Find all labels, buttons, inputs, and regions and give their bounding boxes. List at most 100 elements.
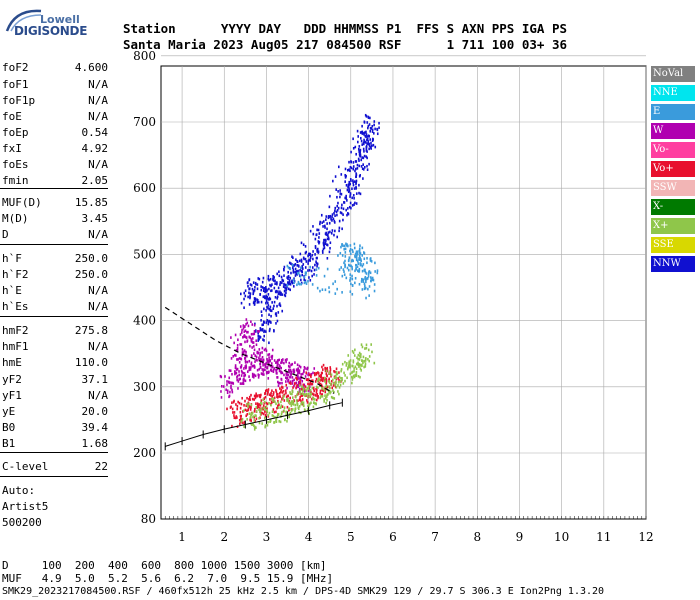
data-point-x (362, 361, 364, 365)
data-point-nnw (366, 135, 369, 138)
param-name-hmf2: hmF2 (2, 324, 29, 337)
data-point-x (241, 417, 244, 421)
data-point-x (283, 394, 285, 398)
data-point-w (284, 368, 287, 372)
data-point-e (344, 263, 346, 267)
data-point-nnw (326, 222, 328, 225)
data-point-w (244, 366, 247, 370)
data-point-nnw (357, 140, 359, 144)
param-value-yf2: 37.1 (81, 373, 109, 386)
data-point-nnw (304, 279, 307, 283)
data-point-vo (263, 412, 265, 416)
data-point-x (311, 386, 314, 390)
data-point-vo (273, 396, 276, 400)
data-point-w (258, 367, 261, 371)
data-point-nnw (361, 156, 363, 159)
data-point-vo (321, 393, 323, 396)
data-point-x (277, 412, 279, 416)
data-point-x (261, 402, 263, 405)
data-point-w (267, 377, 270, 380)
param-name-mufd: MUF(D) (2, 196, 42, 209)
data-point-nnw (359, 153, 362, 157)
data-point-w (303, 369, 305, 372)
data-point-vo (320, 373, 323, 377)
data-point-x (334, 374, 337, 378)
data-point-nnw (268, 298, 270, 301)
data-point-nnw (352, 161, 355, 164)
y-tick-label: 700 (133, 115, 156, 129)
data-point-vo (233, 411, 236, 414)
data-point-w (276, 376, 279, 379)
data-point-nnw (338, 219, 341, 223)
data-point-nnw (321, 249, 324, 253)
data-point-x (289, 411, 292, 415)
data-point-x (243, 425, 245, 428)
data-point-nnw (307, 254, 309, 258)
data-point-w (239, 377, 242, 381)
data-point-nnw (340, 173, 343, 176)
data-point-w (256, 359, 258, 362)
data-point-nnw (346, 188, 349, 192)
legend-item-sse: SSE (651, 237, 695, 253)
data-point-nnw (324, 241, 327, 245)
data-point-vo (299, 382, 301, 386)
data-point-w (297, 371, 299, 375)
data-point-vo (256, 402, 259, 405)
data-point-x (323, 400, 325, 403)
data-point-nnw (346, 168, 349, 172)
data-point-x (307, 410, 309, 413)
data-point-vo (251, 397, 254, 401)
data-point-x (252, 415, 255, 418)
data-point-w (268, 356, 270, 359)
data-point-vo (231, 401, 233, 405)
data-point-nnw (276, 304, 278, 308)
data-point-e (363, 287, 366, 291)
data-point-nnw (347, 185, 350, 189)
data-point-nnw (310, 269, 313, 273)
data-point-w (303, 365, 306, 369)
data-point-vo (302, 383, 305, 387)
data-point-nnw (349, 169, 351, 173)
data-point-vo (325, 379, 328, 382)
data-point-nnw (322, 220, 325, 223)
data-point-vo (323, 387, 326, 390)
data-point-w (251, 372, 254, 376)
data-point-vo (238, 401, 241, 405)
data-point-vo (272, 393, 275, 396)
data-point-nnw (371, 124, 374, 128)
data-point-nnw (264, 287, 266, 290)
data-point-nnw (314, 246, 317, 250)
data-point-x (286, 399, 288, 402)
data-point-x (299, 392, 302, 395)
data-point-nnw (292, 284, 295, 288)
data-point-nnw (262, 323, 264, 326)
data-point-x (323, 376, 326, 380)
data-point-nnw (283, 265, 286, 269)
data-point-vo (266, 407, 268, 410)
data-point-vo (289, 396, 291, 400)
data-point-vo (290, 382, 292, 385)
data-point-w (279, 365, 281, 368)
data-point-nnw (366, 156, 368, 160)
data-point-vo (310, 390, 312, 394)
data-point-w (249, 378, 251, 382)
data-point-e (368, 294, 370, 297)
data-point-nnw (314, 237, 317, 241)
data-point-w (244, 357, 246, 360)
data-point-x (335, 372, 338, 376)
data-point-w (234, 353, 236, 357)
data-point-nnw (283, 293, 286, 297)
data-point-nnw (337, 165, 340, 169)
data-point-vo (315, 377, 318, 381)
data-point-vo (257, 405, 260, 409)
data-point-e (317, 266, 320, 270)
data-point-e (352, 250, 354, 254)
data-point-e (376, 269, 379, 272)
data-point-nnw (289, 276, 292, 280)
ionogram-chart: 1234567891011128020030040050060070080090… (133, 49, 654, 544)
data-point-nnw (338, 229, 340, 233)
data-point-nnw (265, 330, 267, 333)
data-point-x (344, 379, 346, 383)
data-point-x (308, 402, 311, 406)
data-point-w (280, 358, 283, 362)
